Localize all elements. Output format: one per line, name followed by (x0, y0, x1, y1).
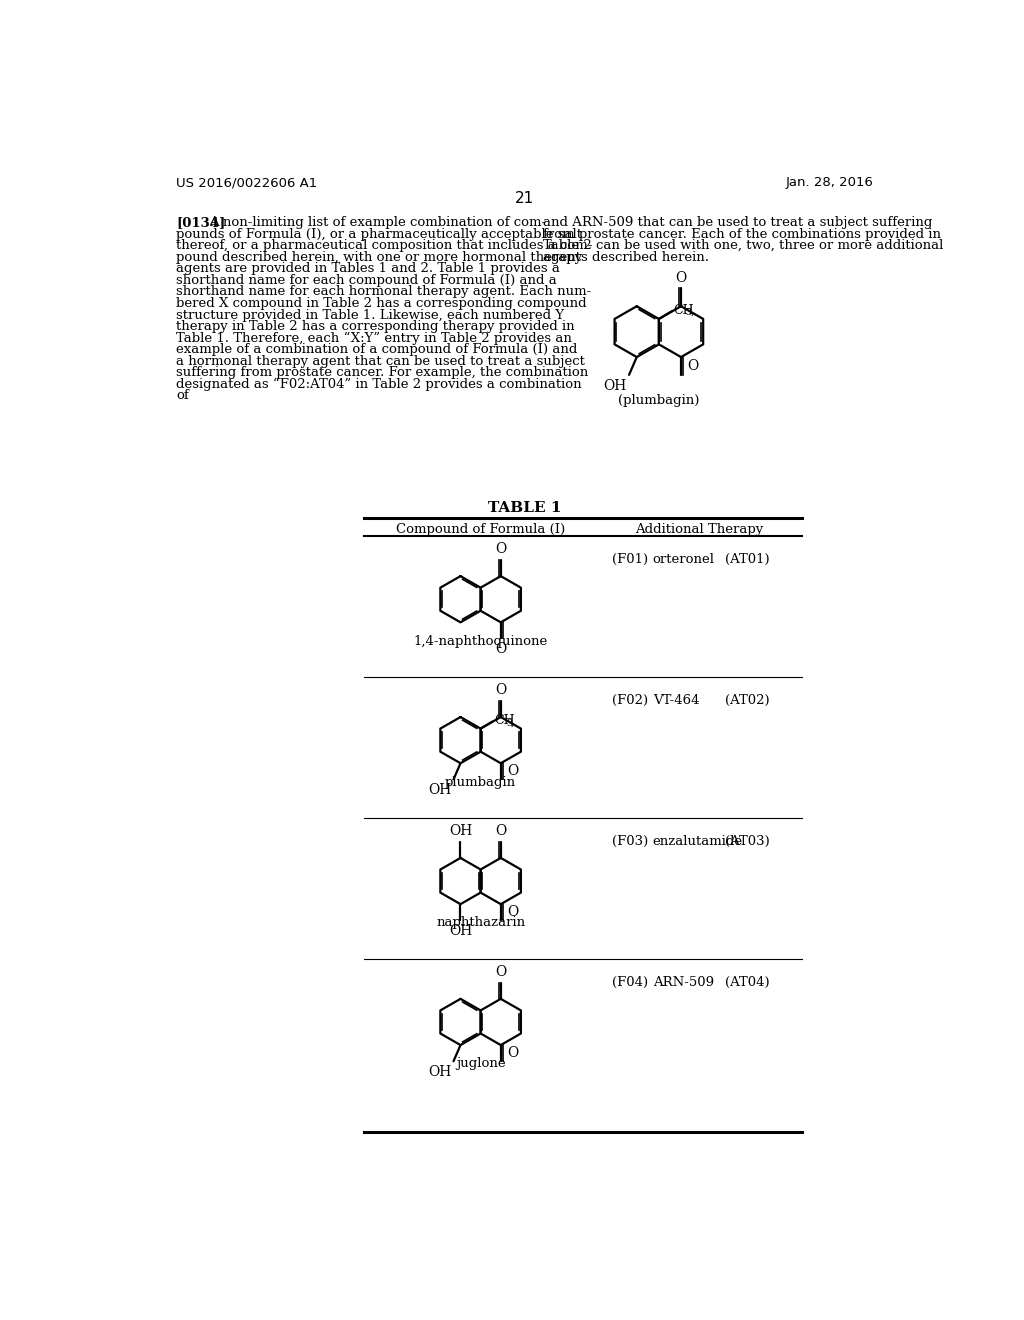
Text: Additional Therapy: Additional Therapy (636, 523, 764, 536)
Text: O: O (507, 764, 518, 779)
Text: 1,4-naphthoquinone: 1,4-naphthoquinone (414, 635, 548, 648)
Text: enzalutamide: enzalutamide (652, 836, 742, 849)
Text: (F02): (F02) (612, 694, 648, 708)
Text: ,: , (511, 714, 515, 727)
Text: OH: OH (428, 1065, 452, 1078)
Text: thereof, or a pharmaceutical composition that includes a com-: thereof, or a pharmaceutical composition… (176, 239, 593, 252)
Text: A non-limiting list of example combination of com-: A non-limiting list of example combinati… (209, 216, 546, 230)
Text: (plumbagin): (plumbagin) (618, 395, 699, 407)
Text: CH: CH (494, 714, 514, 727)
Text: 3: 3 (686, 309, 692, 317)
Text: shorthand name for each hormonal therapy agent. Each num-: shorthand name for each hormonal therapy… (176, 285, 591, 298)
Text: suffering from prostate cancer. For example, the combination: suffering from prostate cancer. For exam… (176, 367, 589, 379)
Text: juglone: juglone (456, 1057, 506, 1071)
Text: O: O (687, 359, 698, 374)
Text: Jan. 28, 2016: Jan. 28, 2016 (785, 176, 873, 189)
Text: OH: OH (603, 379, 627, 392)
Text: therapy in Table 2 has a corresponding therapy provided in: therapy in Table 2 has a corresponding t… (176, 321, 574, 333)
Text: and ARN-509 that can be used to treat a subject suffering: and ARN-509 that can be used to treat a … (543, 216, 932, 230)
Text: bered X compound in Table 2 has a corresponding compound: bered X compound in Table 2 has a corres… (176, 297, 587, 310)
Text: from prostate cancer. Each of the combinations provided in: from prostate cancer. Each of the combin… (543, 227, 941, 240)
Text: pound described herein, with one or more hormonal therapy: pound described herein, with one or more… (176, 251, 583, 264)
Text: Compound of Formula (I): Compound of Formula (I) (396, 523, 565, 536)
Text: TABLE 1: TABLE 1 (488, 502, 561, 515)
Text: shorthand name for each compound of Formula (I) and a: shorthand name for each compound of Form… (176, 275, 557, 286)
Text: (AT04): (AT04) (725, 977, 769, 989)
Text: agents are provided in Tables 1 and 2. Table 1 provides a: agents are provided in Tables 1 and 2. T… (176, 263, 560, 276)
Text: O: O (507, 1047, 518, 1060)
Text: OH: OH (449, 824, 472, 838)
Text: ,: , (690, 304, 694, 317)
Text: of: of (176, 389, 188, 403)
Text: 3: 3 (506, 718, 512, 727)
Text: US 2016/0022606 A1: US 2016/0022606 A1 (176, 176, 317, 189)
Text: (F03): (F03) (612, 836, 648, 849)
Text: orteronel: orteronel (652, 553, 715, 566)
Text: a hormonal therapy agent that can be used to treat a subject: a hormonal therapy agent that can be use… (176, 355, 585, 368)
Text: designated as “F02:AT04” in Table 2 provides a combination: designated as “F02:AT04” in Table 2 prov… (176, 378, 582, 391)
Text: (AT02): (AT02) (725, 694, 769, 708)
Text: Table 1. Therefore, each “X:Y” entry in Table 2 provides an: Table 1. Therefore, each “X:Y” entry in … (176, 331, 572, 345)
Text: (AT01): (AT01) (725, 553, 769, 566)
Text: 21: 21 (515, 191, 535, 206)
Text: VT-464: VT-464 (652, 694, 699, 708)
Text: pounds of Formula (I), or a pharmaceutically acceptable salt: pounds of Formula (I), or a pharmaceutic… (176, 227, 582, 240)
Text: O: O (496, 543, 507, 556)
Text: agents described herein.: agents described herein. (543, 251, 709, 264)
Text: (F01): (F01) (612, 553, 648, 566)
Text: (AT03): (AT03) (725, 836, 769, 849)
Text: example of a combination of a compound of Formula (I) and: example of a combination of a compound o… (176, 343, 578, 356)
Text: O: O (676, 271, 687, 285)
Text: ARN-509: ARN-509 (652, 977, 714, 989)
Text: O: O (496, 682, 507, 697)
Text: naphthazarin: naphthazarin (436, 916, 525, 929)
Text: CH: CH (673, 304, 694, 317)
Text: O: O (496, 824, 507, 838)
Text: (F04): (F04) (612, 977, 648, 989)
Text: O: O (496, 643, 507, 656)
Text: Table 2 can be used with one, two, three or more additional: Table 2 can be used with one, two, three… (543, 239, 943, 252)
Text: [0134]: [0134] (176, 216, 225, 230)
Text: OH: OH (428, 783, 452, 797)
Text: structure provided in Table 1. Likewise, each numbered Y: structure provided in Table 1. Likewise,… (176, 309, 564, 322)
Text: plumbagin: plumbagin (445, 776, 516, 788)
Text: O: O (507, 906, 518, 919)
Text: OH: OH (449, 924, 472, 939)
Text: O: O (496, 965, 507, 979)
